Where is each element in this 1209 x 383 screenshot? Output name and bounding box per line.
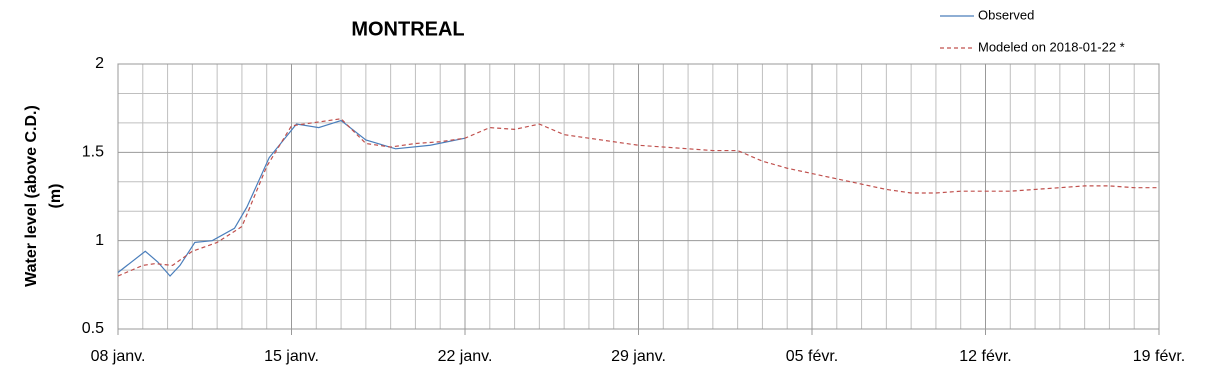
x-tick-label: 29 janv. [611, 348, 666, 365]
y-tick-label: 1 [95, 232, 104, 249]
x-tick-label: 19 févr. [1133, 348, 1185, 365]
legend-label: Modeled on 2018-01-22 * [978, 39, 1125, 54]
data-line [117, 119, 466, 277]
legend-label: Observed [978, 7, 1034, 22]
y-axis-label: Water level (above C.D.) [23, 105, 40, 287]
chart-title: MONTREAL [351, 18, 464, 40]
y-tick-label: 2 [95, 55, 104, 72]
x-tick-label: 22 janv. [438, 348, 493, 365]
x-tick-label: 15 janv. [264, 348, 319, 365]
x-tick-label: 08 janv. [91, 348, 146, 365]
y-tick-label: 1.5 [82, 144, 104, 161]
data-line [117, 118, 1159, 277]
y-axis-label: (m) [47, 184, 64, 209]
x-tick-label: 12 févr. [959, 348, 1011, 365]
x-tick-label: 05 févr. [786, 348, 838, 365]
y-tick-label: 0.5 [82, 320, 104, 337]
